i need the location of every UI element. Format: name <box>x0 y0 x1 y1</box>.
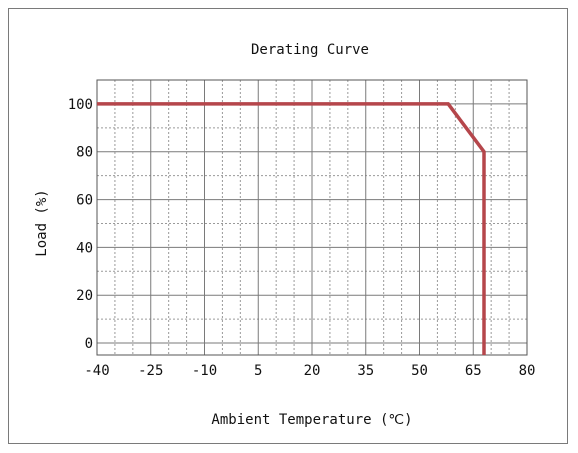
chart-title: Derating Curve <box>251 42 369 58</box>
tick-labels: -40 -25 -10 5 20 35 50 65 80 0 20 40 60 80 100 <box>68 97 536 379</box>
grid <box>96 79 528 356</box>
y-tick-label: 20 <box>76 288 93 304</box>
chart-frame <box>8 8 568 444</box>
y-tick-label: 0 <box>85 336 93 352</box>
y-axis-label: Load (%) <box>34 189 50 256</box>
x-tick-label: 5 <box>254 363 262 379</box>
x-tick-label: 50 <box>411 363 428 379</box>
series-layer <box>97 102 486 355</box>
x-tick-label: -10 <box>192 363 217 379</box>
y-tick-label: 80 <box>76 145 93 161</box>
y-tick-label: 40 <box>76 240 93 256</box>
y-tick-label: 60 <box>76 193 93 209</box>
plot-border <box>96 79 528 356</box>
x-tick-label: 65 <box>465 363 482 379</box>
x-tick-label: -40 <box>84 363 109 379</box>
x-tick-label: 35 <box>357 363 374 379</box>
derating-line <box>97 102 486 355</box>
y-tick-label: 100 <box>68 97 93 113</box>
x-tick-label: -25 <box>138 363 163 379</box>
x-axis-label: Ambient Temperature (℃) <box>211 412 412 428</box>
x-tick-label: 20 <box>304 363 321 379</box>
x-tick-label: 80 <box>519 363 536 379</box>
